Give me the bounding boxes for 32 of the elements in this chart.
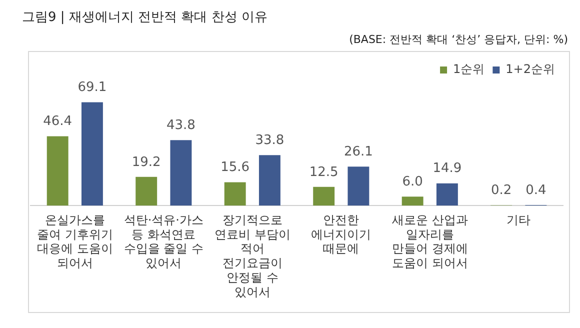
data-label: 6.0 [402,174,423,190]
data-label: 43.8 [166,118,196,133]
x-tick-label: 새로운 산업과 일자리를 만들어 경제에 도움이 되어서 [392,212,468,270]
data-label: 46.4 [43,114,72,130]
bar [224,182,246,206]
bar [348,166,370,206]
data-label: 69.1 [78,80,107,96]
bar [436,183,458,206]
data-label: 26.1 [344,144,373,160]
legend-label: 1+2순위 [506,62,556,76]
data-label: 12.5 [309,164,338,180]
chart-title: 그림9 | 재생에너지 전반적 확대 찬성 이유 [22,10,268,25]
x-tick-label: 온실가스를 줄여 기후위기 대응에 도움이 되어서 [36,212,113,270]
data-label: 33.8 [255,132,284,148]
bar [258,155,280,206]
data-label: 15.6 [220,160,250,176]
bar [81,102,103,206]
bar [402,196,424,206]
x-tick-label: 장기적으로 연료비 부담이 적어 전기요금이 안정될 수 있어서 [214,212,290,299]
x-tick-label: 안전한 에너지이기 때문에 [311,212,372,256]
data-label: 0.4 [526,182,546,198]
bar [170,140,192,206]
legend-label: 1순위 [453,62,485,76]
text: (BASE: 전반적 확대 ‘찬성’ 응답자, 단위: %) [348,32,568,47]
data-label: 19.2 [132,154,161,170]
data-label: 14.9 [432,161,462,176]
bar [313,186,335,206]
x-tick-label: 석탄·석유·가스 등 화석연료 수입을 줄일 수 있어서 [124,212,204,270]
bar [46,136,68,206]
x-tick-label: 기타 [506,212,531,227]
bar [136,176,158,206]
data-label: 0.2 [490,183,512,198]
